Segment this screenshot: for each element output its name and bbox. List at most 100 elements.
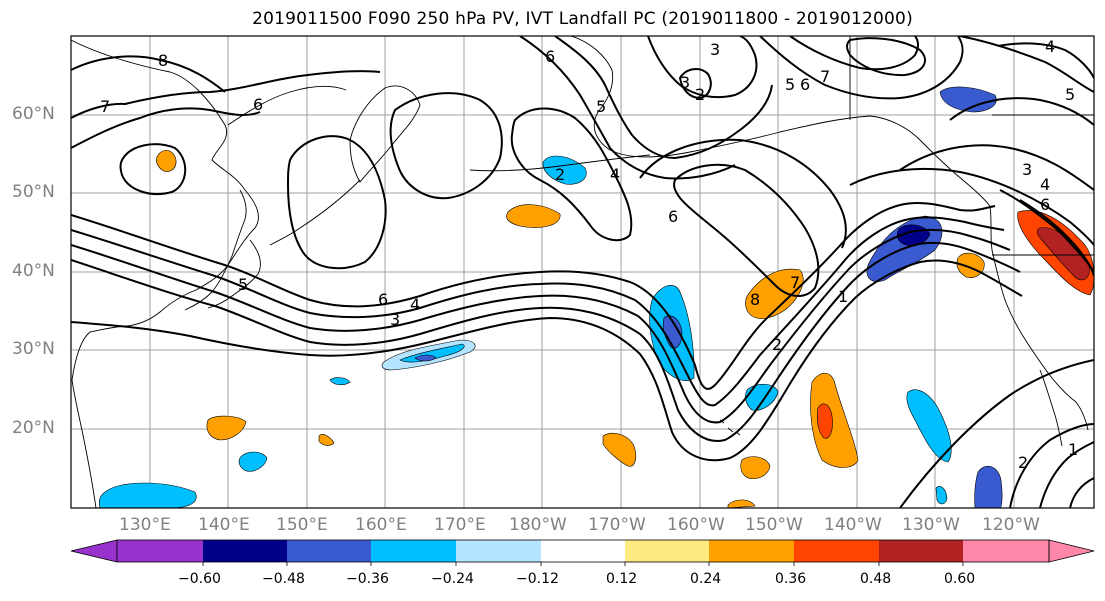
contour-line xyxy=(71,228,1011,424)
lon-label: 140°W xyxy=(824,515,882,535)
japan-coast xyxy=(207,239,261,309)
shade-negative xyxy=(935,486,948,505)
contour-line xyxy=(899,144,1094,191)
colorbar-tick-label: −0.36 xyxy=(346,571,389,587)
lon-label: 170°E xyxy=(434,515,486,535)
shade-negative xyxy=(98,482,197,508)
lat-label: 30°N xyxy=(12,339,55,359)
lon-label: 150°E xyxy=(276,515,328,535)
shade-positive xyxy=(318,434,335,446)
colorbar-tick-label: −0.12 xyxy=(516,571,559,587)
colorbar-tick-label: 0.12 xyxy=(606,571,638,587)
contour-line xyxy=(673,163,820,297)
lon-label: 180°W xyxy=(509,515,567,535)
contour-label: 2 xyxy=(695,85,705,104)
contour-label: 3 xyxy=(390,310,400,329)
colorbar-segment xyxy=(709,540,794,562)
pv-contours xyxy=(71,36,1094,508)
shade-positive xyxy=(727,499,756,508)
colorbar-segment xyxy=(625,540,709,562)
aleutian-islands xyxy=(469,154,651,172)
contour-line xyxy=(647,36,758,99)
contour-line xyxy=(119,143,187,195)
contour-line xyxy=(389,92,503,200)
shade-negative xyxy=(414,354,437,362)
contour-line xyxy=(1019,199,1094,277)
lon-label: 130°E xyxy=(119,515,171,535)
contour-label: 5 xyxy=(238,275,248,294)
contour-line xyxy=(1009,423,1094,508)
contour-label: 2 xyxy=(1018,453,1028,472)
contour-line xyxy=(849,167,1094,246)
contour-line xyxy=(71,241,1021,442)
contour-label: 5 xyxy=(1065,85,1075,104)
shade-negative xyxy=(939,86,997,113)
contour-label: 7 xyxy=(820,67,830,86)
contour-label: 1 xyxy=(838,287,848,306)
colorbar xyxy=(70,539,1095,566)
shade-positive xyxy=(740,456,771,479)
lon-label: 160°E xyxy=(355,515,407,535)
shade-negative xyxy=(329,377,351,386)
colorbar-tick-label: −0.24 xyxy=(431,571,474,587)
shade-positive xyxy=(745,268,804,319)
contour-label: 6 xyxy=(668,207,678,226)
contour-line xyxy=(519,36,736,180)
contour-label: 7 xyxy=(100,97,110,116)
contour-line xyxy=(997,42,1094,79)
colorbar-tick-label: −0.48 xyxy=(262,571,305,587)
contour-label: 5 xyxy=(785,75,795,94)
map-frame xyxy=(70,35,1095,509)
north-america-coast xyxy=(989,205,1089,431)
shade-positive xyxy=(156,150,177,172)
colorbar-min-extension xyxy=(70,539,118,563)
colorbar-max-extension xyxy=(1048,539,1095,563)
shade-positive xyxy=(206,415,247,441)
colorbar-tick-label: 0.24 xyxy=(690,571,722,587)
shade-positive xyxy=(816,403,833,439)
lon-label: 160°W xyxy=(667,515,725,535)
lat-label: 60°N xyxy=(12,104,55,124)
colorbar-segment xyxy=(963,540,1049,562)
contour-label: 4 xyxy=(1045,37,1055,56)
lon-label: 150°W xyxy=(745,515,803,535)
colorbar-segment xyxy=(541,540,625,562)
contour-line xyxy=(678,68,712,100)
shade-positive xyxy=(602,433,637,467)
contour-label: 4 xyxy=(1040,175,1050,194)
shade-positive xyxy=(506,204,561,228)
colorbar-tick-label: −0.60 xyxy=(178,571,221,587)
colorbar-segment xyxy=(879,540,963,562)
japan-coast xyxy=(184,189,247,311)
contour-label: 6 xyxy=(800,75,810,94)
contour-line xyxy=(286,135,387,270)
lon-label: 120°W xyxy=(982,515,1040,535)
shade-negative xyxy=(542,155,587,185)
contour-line xyxy=(554,36,773,160)
contour-label-group: 8 7 6 6 5 4 3 6 6 5 4 3 2 1 2 1 7 8 3 2 … xyxy=(100,37,1078,472)
okhotsk-sea-coast xyxy=(227,85,347,126)
contour-line xyxy=(789,36,919,71)
shade-negative xyxy=(238,451,268,472)
contour-line xyxy=(949,97,1094,126)
contour-line xyxy=(846,37,926,77)
colorbar-segment xyxy=(287,540,371,562)
contour-label: 2 xyxy=(772,335,782,354)
map-title: 2019011500 F090 250 hPa PV, IVT Landfall… xyxy=(252,9,913,29)
graticule xyxy=(71,36,1094,508)
contour-label: 3 xyxy=(1022,160,1032,179)
contour-label: 1 xyxy=(1068,440,1078,459)
colorbar-segment xyxy=(456,540,541,562)
contour-label: 6 xyxy=(545,47,555,66)
contour-line xyxy=(510,107,633,242)
contour-label: 5 xyxy=(596,97,606,116)
contour-line xyxy=(959,36,1094,93)
baja-coast xyxy=(1039,369,1063,447)
shade-positive xyxy=(810,372,859,468)
contour-label: 2 xyxy=(555,165,565,184)
colorbar-tick-label: 0.60 xyxy=(944,571,976,587)
shade-negative xyxy=(906,389,952,463)
contour-label: 8 xyxy=(158,51,168,70)
shade-negative xyxy=(974,465,1003,508)
lat-label: 40°N xyxy=(12,261,55,281)
